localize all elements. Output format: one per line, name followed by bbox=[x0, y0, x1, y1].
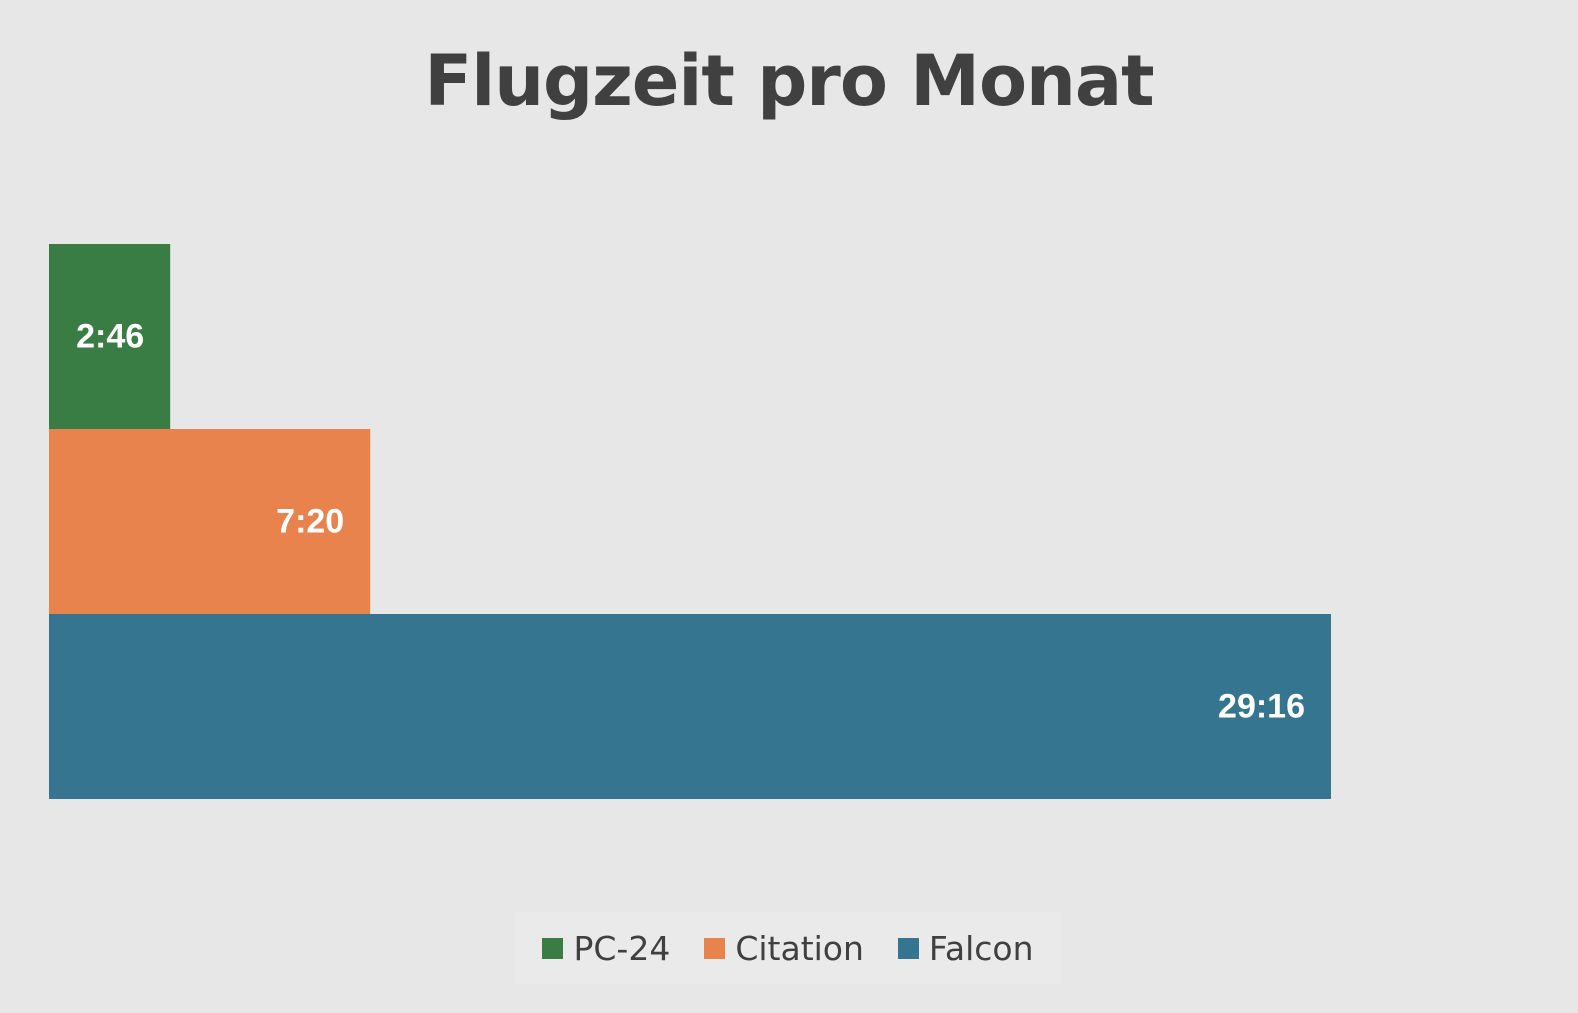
bar-falcon bbox=[49, 614, 1331, 799]
legend-item-falcon: Falcon bbox=[897, 928, 1034, 968]
legend-item-pc-24: PC-24 bbox=[542, 929, 670, 968]
bar-citation bbox=[49, 429, 371, 614]
data-label-pc-24: 2:46 bbox=[76, 318, 144, 356]
legend-label-pc-24: PC-24 bbox=[573, 928, 671, 968]
legend-swatch-pc-24 bbox=[542, 937, 564, 959]
bar-pc-24 bbox=[49, 244, 171, 429]
data-label-falcon: 29:16 bbox=[1218, 688, 1305, 726]
legend-swatch-falcon bbox=[897, 937, 919, 959]
legend-label-citation: Citation bbox=[735, 928, 864, 968]
legend-label-falcon: Falcon bbox=[928, 928, 1034, 968]
legend-swatch-citation bbox=[704, 937, 726, 959]
data-label-citation: 7:20 bbox=[276, 503, 344, 541]
chart-title: Flugzeit pro Monat bbox=[424, 40, 1154, 122]
chart-legend: PC-24 Citation Falcon bbox=[514, 912, 1062, 984]
legend-item-citation: Citation bbox=[704, 929, 864, 968]
